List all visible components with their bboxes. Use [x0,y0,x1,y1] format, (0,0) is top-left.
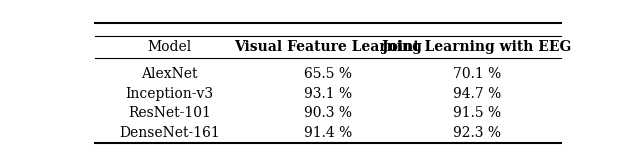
Text: 90.3 %: 90.3 % [304,106,352,120]
Text: 91.5 %: 91.5 % [452,106,501,120]
Text: DenseNet-161: DenseNet-161 [119,126,220,140]
Text: Visual Feature Learning: Visual Feature Learning [234,41,422,54]
Text: ResNet-101: ResNet-101 [128,106,211,120]
Text: 94.7 %: 94.7 % [452,87,501,101]
Text: 92.3 %: 92.3 % [453,126,501,140]
Text: 91.4 %: 91.4 % [304,126,352,140]
Text: Inception-v3: Inception-v3 [125,87,213,101]
Text: 93.1 %: 93.1 % [304,87,352,101]
Text: Joint Learning with EEG: Joint Learning with EEG [382,41,572,54]
Text: AlexNet: AlexNet [141,67,198,81]
Text: 70.1 %: 70.1 % [452,67,501,81]
Text: 65.5 %: 65.5 % [304,67,352,81]
Text: Model: Model [147,41,191,54]
